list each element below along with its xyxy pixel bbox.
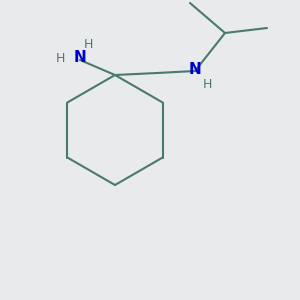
Text: N: N (189, 61, 201, 76)
Text: N: N (74, 50, 86, 65)
Text: H: H (55, 52, 65, 64)
Text: H: H (202, 79, 212, 92)
Text: H: H (83, 38, 93, 50)
